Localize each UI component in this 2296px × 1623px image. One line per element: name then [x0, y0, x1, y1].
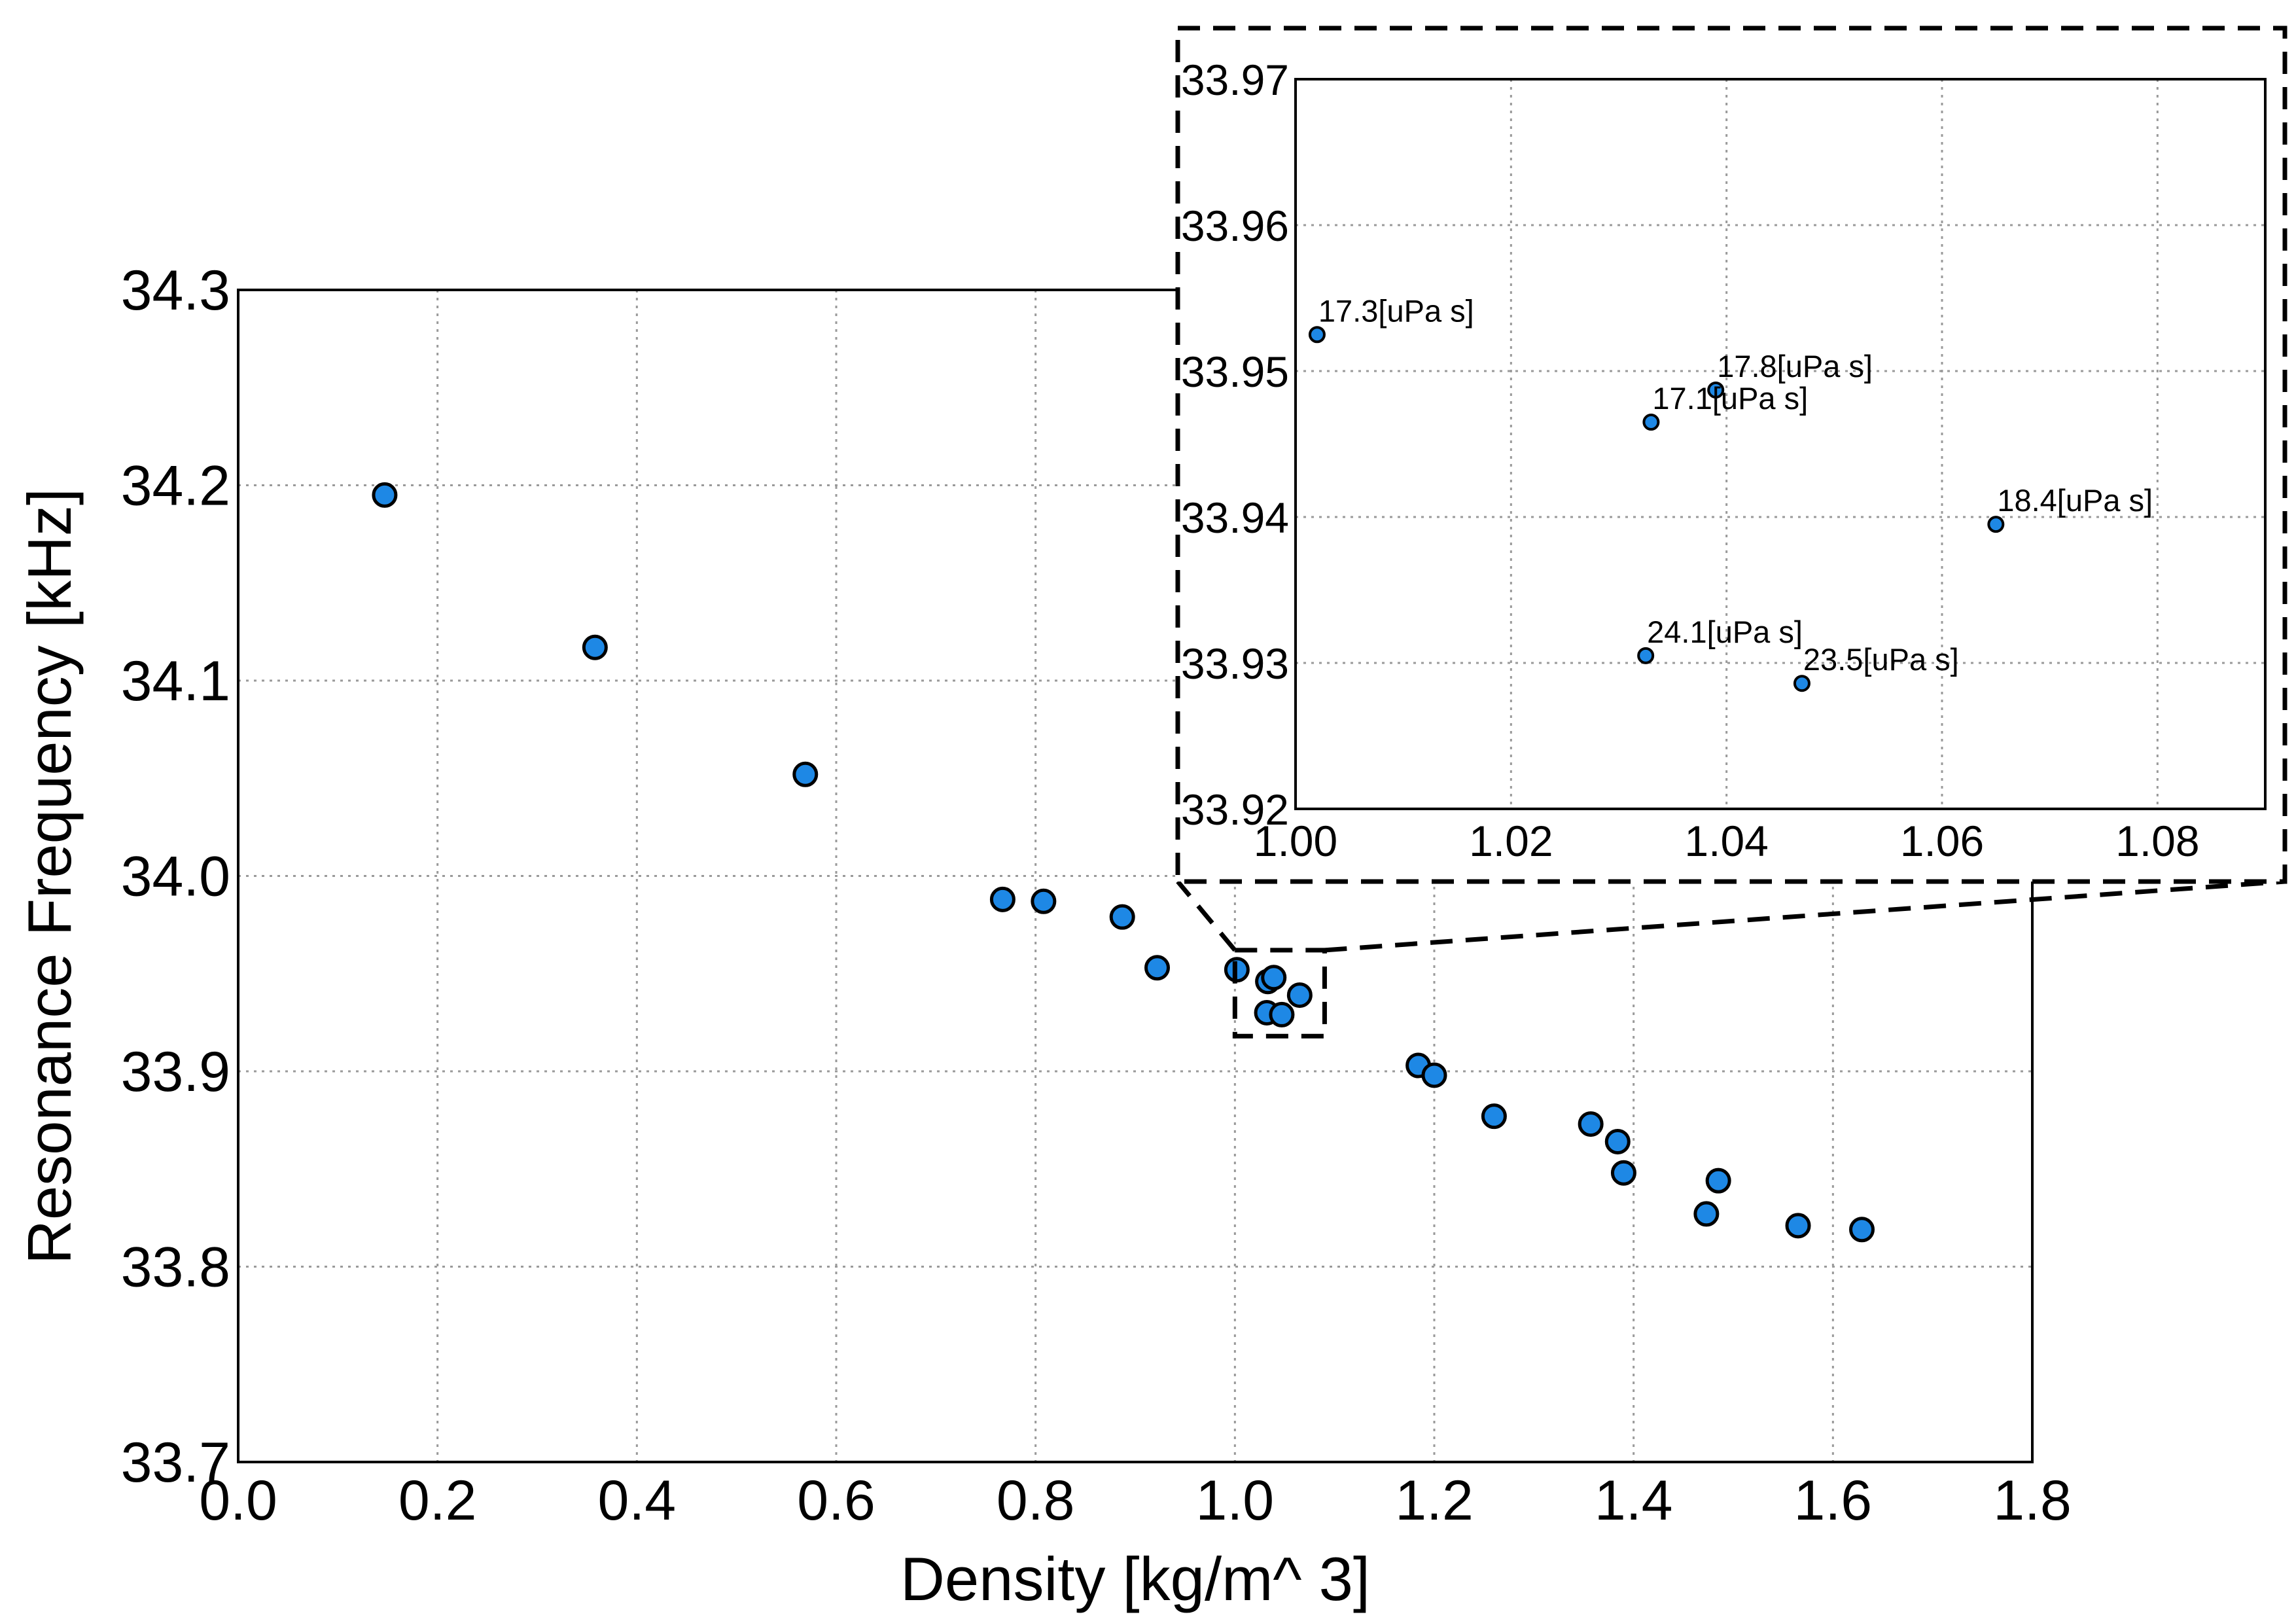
main-x-tick-label: 0.4 — [598, 1469, 677, 1532]
inset-x-tick-label: 1.02 — [1469, 817, 1553, 865]
main-x-tick-label: 0.6 — [797, 1469, 875, 1532]
viscosity-annotation: 18.4[uPa s] — [1997, 483, 2153, 518]
zoom-region-box — [1232, 948, 1327, 1039]
viscosity-annotation: 17.1[uPa s] — [1652, 381, 1808, 416]
main-data-point — [1481, 1103, 1507, 1130]
inset-x-tick-label: 1.08 — [2115, 817, 2199, 865]
main-x-tick-label: 0.8 — [997, 1469, 1075, 1532]
main-data-point — [1261, 965, 1287, 991]
main-data-point — [1144, 955, 1171, 981]
inset-dashed-border — [1175, 26, 2287, 884]
main-y-tick-label: 34.3 — [121, 259, 230, 322]
inset-data-point — [1642, 414, 1660, 431]
main-x-tick-label: 0.2 — [398, 1469, 477, 1532]
x-axis-title: Density [kg/m^ 3] — [900, 1544, 1370, 1613]
inset-x-tick-label: 1.00 — [1254, 817, 1337, 865]
main-x-tick-label: 1.4 — [1595, 1469, 1673, 1532]
inset-y-tick-label: 33.92 — [1181, 785, 1289, 834]
inset-y-tick-label: 33.97 — [1181, 56, 1289, 104]
main-data-point — [1109, 904, 1135, 930]
main-data-point — [582, 634, 608, 660]
main-y-tick-label: 33.8 — [121, 1236, 230, 1299]
main-data-point — [1286, 982, 1313, 1008]
main-data-point — [1031, 888, 1057, 914]
main-data-point — [792, 761, 819, 787]
main-data-points — [372, 482, 1875, 1243]
inset-data-point — [1637, 647, 1655, 664]
inset-y-tick-label: 33.95 — [1181, 348, 1289, 396]
inset-y-tick-labels: 33.92 33.93 33.94 33.95 33.96 33.97 — [1181, 56, 1289, 834]
main-data-point — [1578, 1111, 1604, 1137]
main-data-point — [1269, 1001, 1295, 1027]
main-data-point — [372, 482, 398, 508]
inset-x-tick-labels: 1.00 1.02 1.04 1.06 1.08 — [1254, 817, 2200, 865]
main-x-tick-labels: 0.0 0.2 0.4 0.6 0.8 1.0 1.2 1.4 1.6 1.8 — [199, 1469, 2072, 1532]
main-data-point — [1705, 1168, 1731, 1194]
inset-plot-frame — [1294, 78, 2267, 810]
inset-x-tick-label: 1.04 — [1684, 817, 1768, 865]
main-data-point — [1604, 1128, 1631, 1154]
viscosity-annotation: 17.8[uPa s] — [1717, 349, 1873, 383]
inset-background — [1178, 28, 2285, 882]
y-axis-title: Resonance Frequency [kHz] — [15, 488, 84, 1264]
main-x-tick-label: 1.6 — [1794, 1469, 1873, 1532]
viscosity-annotation: 23.5[uPa s] — [1803, 642, 1959, 677]
main-data-point — [1693, 1201, 1720, 1227]
main-data-point — [1785, 1213, 1811, 1239]
main-y-tick-label: 34.1 — [121, 650, 230, 713]
main-data-point — [1849, 1217, 1875, 1243]
main-x-tick-label: 0.0 — [199, 1469, 277, 1532]
main-data-point — [1610, 1160, 1636, 1186]
main-x-tick-label: 1.8 — [1993, 1469, 2072, 1532]
inset-data-point — [1987, 516, 2005, 533]
zoom-connector-line — [1176, 880, 1237, 952]
main-y-tick-label: 34.0 — [121, 846, 230, 908]
inset-data-point — [1308, 326, 1326, 344]
inset-data-point — [1707, 381, 1725, 399]
main-y-tick-label: 33.7 — [121, 1431, 230, 1494]
inset-y-tick-label: 33.94 — [1181, 493, 1289, 542]
inset-data-points: 17.3[uPa s] 17.8[uPa s]17.1[uPa s] 18.4[uP… — [1308, 293, 2153, 692]
zoom-connector-line — [1324, 879, 2286, 953]
inset-y-tick-label: 33.93 — [1181, 639, 1289, 688]
main-x-tick-label: 1.0 — [1196, 1469, 1275, 1532]
inset-x-tick-label: 1.06 — [1900, 817, 1984, 865]
main-data-point — [989, 886, 1016, 912]
main-grid — [238, 290, 2032, 1462]
main-y-tick-labels: 33.7 33.8 33.9 34.0 34.1 34.2 34.3 — [121, 259, 230, 1494]
main-data-point — [1421, 1062, 1447, 1088]
main-x-tick-label: 1.2 — [1395, 1469, 1474, 1532]
main-y-tick-label: 33.9 — [121, 1041, 230, 1103]
viscosity-annotation: 24.1[uPa s] — [1647, 615, 1803, 649]
main-y-tick-label: 34.2 — [121, 455, 230, 518]
inset-y-tick-label: 33.96 — [1181, 202, 1289, 250]
viscosity-annotation: 17.3[uPa s] — [1318, 293, 1474, 328]
inset-data-point — [1793, 675, 1810, 692]
